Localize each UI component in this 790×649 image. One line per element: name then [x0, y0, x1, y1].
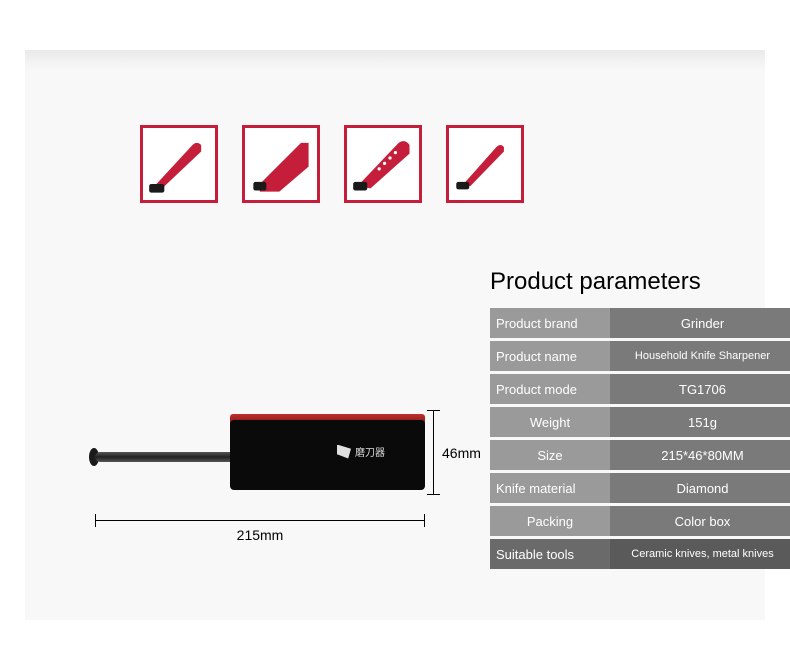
spec-value: Ceramic knives, metal knives — [610, 539, 790, 569]
spec-value: 151g — [610, 407, 790, 437]
height-dimension: 46mm — [433, 410, 481, 495]
width-label: 215mm — [95, 527, 425, 543]
spec-row: Weight151g — [490, 407, 790, 437]
spec-label: Weight — [490, 407, 610, 437]
spec-label: Product brand — [490, 308, 610, 338]
spec-row: Product modeTG1706 — [490, 374, 790, 404]
spec-row: Suitable toolsCeramic knives, metal kniv… — [490, 539, 790, 569]
chef-knife-icon — [140, 125, 218, 203]
brand-logo-text: 磨刀器 — [355, 444, 385, 459]
product-illustration: 磨刀器 — [95, 420, 435, 495]
spec-label: Suitable tools — [490, 539, 610, 569]
paring-knife-icon — [446, 125, 524, 203]
product-body: 磨刀器 — [230, 420, 425, 490]
spec-value: Diamond — [610, 473, 790, 503]
spec-value: Color box — [610, 506, 790, 536]
brand-logo: 磨刀器 — [337, 444, 385, 459]
spec-label: Packing — [490, 506, 610, 536]
height-label: 46mm — [442, 445, 481, 461]
spec-label: Product mode — [490, 374, 610, 404]
sharpening-rod — [95, 452, 235, 462]
spec-table: Product brandGrinderProduct nameHousehol… — [490, 308, 790, 569]
top-fade — [25, 50, 765, 70]
spec-row: Product brandGrinder — [490, 308, 790, 338]
spec-value: Grinder — [610, 308, 790, 338]
page: Product parameters Product brandGrinderP… — [25, 50, 765, 620]
cleaver-icon — [242, 125, 320, 203]
spec-value: 215*46*80MM — [610, 440, 790, 470]
spec-value: TG1706 — [610, 374, 790, 404]
width-dimension: 215mm — [95, 520, 425, 543]
spec-row: Product nameHousehold Knife Sharpener — [490, 341, 790, 371]
section-title: Product parameters — [490, 268, 701, 296]
knife-icons-row — [140, 125, 524, 203]
spec-label: Knife material — [490, 473, 610, 503]
santoku-icon — [344, 125, 422, 203]
spec-value: Household Knife Sharpener — [610, 341, 790, 371]
spec-label: Size — [490, 440, 610, 470]
spec-row: PackingColor box — [490, 506, 790, 536]
spec-row: Knife materialDiamond — [490, 473, 790, 503]
spec-label: Product name — [490, 341, 610, 371]
spec-row: Size215*46*80MM — [490, 440, 790, 470]
